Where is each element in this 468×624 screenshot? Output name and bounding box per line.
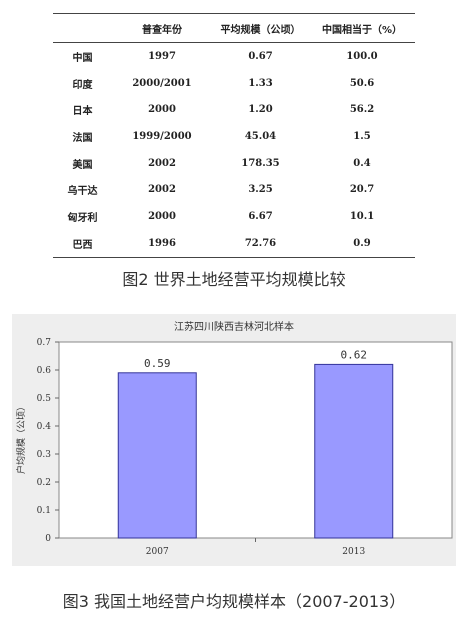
cell-year: 2000 [148, 104, 176, 116]
cell-percent: 100.0 [346, 50, 378, 62]
table-row: 匈牙利 2000 6.67 10.1 [53, 203, 415, 230]
y-tick-label: 0.6 [37, 366, 52, 376]
cell-size: 0.67 [248, 50, 273, 62]
cell-year: 2000/2001 [132, 77, 192, 89]
cell-year: 2002 [148, 184, 176, 196]
header-china-equivalent: 中国相当于（%） [321, 24, 403, 36]
cell-country: 中国 [72, 52, 93, 64]
cell-country: 美国 [72, 159, 93, 171]
bar [117, 372, 197, 539]
header-census-year: 普查年份 [142, 24, 182, 36]
cell-country: 乌干达 [67, 186, 98, 198]
cell-year: 1996 [148, 237, 176, 249]
farm-size-table: 普查年份 平均规模（公顷） 中国相当于（%） 中国 1997 0.67 100.… [53, 13, 415, 258]
y-tick-label: 0.4 [37, 422, 52, 432]
cell-country: 匈牙利 [67, 212, 98, 224]
y-tick-label: 0.1 [37, 506, 51, 516]
bar-chart-svg: 江苏四川陕西吉林河北样本 户均规模（公顷） 0 0.1 0.2 0.3 0.4 0.5 0.… [15, 320, 453, 557]
cell-year: 1999/2000 [132, 130, 192, 142]
cell-percent: 56.2 [349, 104, 375, 116]
table-row: 法国 1999/2000 45.04 1.5 [53, 123, 415, 150]
cell-percent: 0.4 [353, 157, 371, 169]
cell-size: 45.04 [244, 130, 277, 142]
cell-size: 6.67 [248, 210, 273, 222]
chart-title: 江苏四川陕西吉林河北样本 [174, 320, 294, 333]
y-tick-label: 0.3 [37, 450, 52, 460]
bar-value-label: 0.59 [144, 357, 171, 370]
bar [314, 363, 394, 539]
y-tick-label: 0.7 [37, 338, 52, 348]
table-row: 美国 2002 178.35 0.4 [53, 150, 415, 177]
cell-country: 法国 [72, 132, 93, 144]
y-axis-label: 户均规模（公顷） [15, 402, 27, 474]
figure-3-caption: 图3 我国土地经营户均规模样本（2007-2013） [62, 592, 406, 611]
table-row: 中国 1997 0.67 100.0 [53, 43, 415, 70]
y-tick-label: 0 [45, 534, 51, 544]
x-tick-label: 2007 [146, 547, 169, 557]
figure-2-caption: 图2 世界土地经营平均规模比较 [122, 270, 346, 289]
header-average-size: 平均规模（公顷） [220, 24, 301, 36]
cell-size: 1.20 [248, 104, 273, 116]
cell-percent: 1.5 [353, 130, 371, 142]
cell-percent: 10.1 [349, 210, 375, 222]
cell-country: 印度 [72, 79, 93, 91]
cell-country: 日本 [72, 106, 93, 118]
cell-size: 3.25 [248, 184, 273, 196]
cell-percent: 50.6 [349, 77, 375, 89]
table-row: 乌干达 2002 3.25 20.7 [53, 176, 415, 203]
cell-size: 72.76 [244, 237, 277, 249]
header-country [53, 14, 112, 43]
cell-year: 2002 [148, 157, 176, 169]
table-row: 巴西 1996 72.76 0.9 [53, 230, 415, 257]
table-header-row: 普查年份 平均规模（公顷） 中国相当于（%） [53, 13, 415, 43]
cell-size: 178.35 [241, 157, 280, 169]
bar-chart: 江苏四川陕西吉林河北样本 户均规模（公顷） 0 0.1 0.2 0.3 0.4 0.5 0.… [12, 314, 456, 566]
bar-value-label: 0.62 [341, 348, 368, 361]
table-row: 印度 2000/2001 1.33 50.6 [53, 70, 415, 97]
table-row: 日本 2000 1.20 56.2 [53, 96, 415, 123]
cell-percent: 0.9 [353, 237, 371, 249]
cell-year: 2000 [148, 210, 176, 222]
cell-country: 巴西 [72, 239, 93, 251]
cell-year: 1997 [148, 50, 176, 62]
cell-percent: 20.7 [349, 184, 375, 196]
y-tick-label: 0.2 [37, 478, 51, 488]
x-tick-label: 2013 [342, 547, 365, 557]
cell-size: 1.33 [248, 77, 273, 89]
y-tick-label: 0.5 [37, 394, 52, 404]
